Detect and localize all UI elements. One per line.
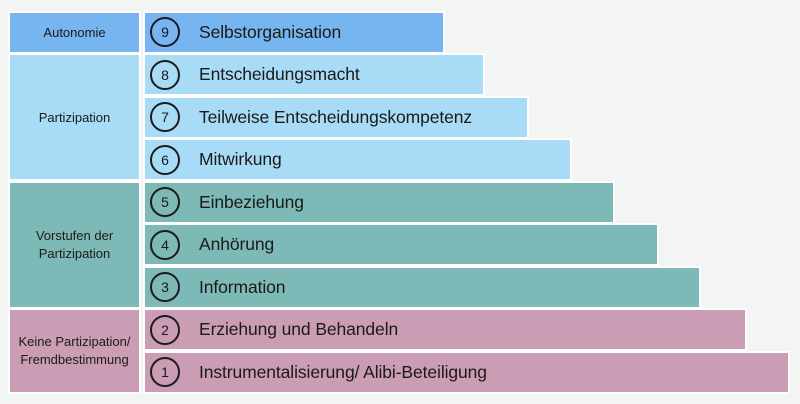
bar-label: Erziehung und Behandeln (199, 319, 399, 340)
group-label-text: Autonomie (43, 24, 106, 40)
bar-label: Einbeziehung (199, 191, 304, 212)
bar-label: Selbstorganisation (199, 21, 342, 42)
ladder-bar-level-4: 4 Anhörung (145, 225, 657, 265)
ladder-bar-level-8: 8 Entscheidungsmacht (145, 55, 483, 95)
group-label-partizipation: Partizipation (10, 55, 139, 180)
group-label-autonomie: Autonomie (10, 13, 139, 52)
bar-label: Instrumentalisierung/ Alibi-Beteiligung (199, 361, 487, 382)
level-number-circle: 5 (150, 187, 180, 218)
ladder-bar-level-9: 9 Selbstorganisation (145, 13, 443, 52)
ladder-bar-level-5: 5 Einbeziehung (145, 182, 613, 222)
group-label-text: Keine Partizipation/ Fremdbestimmung (18, 334, 131, 367)
level-number-circle: 8 (150, 59, 180, 90)
level-number-circle: 7 (150, 102, 180, 133)
level-number-circle: 4 (150, 229, 180, 260)
group-label-text: Vorstufen der Partizipation (35, 228, 114, 261)
ladder-bar-level-6: 6 Mitwirkung (145, 140, 570, 180)
ladder-bar-level-7: 7 Teilweise Entscheidungskompetenz (145, 97, 527, 137)
level-number-circle: 3 (150, 272, 180, 303)
bar-label: Mitwirkung (199, 149, 282, 170)
ladder-bar-level-1: 1 Instrumentalisierung/ Alibi-Beteiligun… (145, 352, 788, 392)
group-label-vorstufen-der-partizipation: Vorstufen der Partizipation (10, 182, 139, 307)
ladder-bar-level-2: 2 Erziehung und Behandeln (145, 310, 745, 350)
bar-label: Entscheidungsmacht (199, 64, 360, 85)
level-number-circle: 2 (150, 314, 180, 345)
level-number-circle: 1 (150, 357, 180, 388)
group-label-text: Partizipation (38, 109, 111, 125)
participation-ladder-diagram: Autonomie Partizipation Vorstufen der Pa… (10, 13, 790, 392)
level-number-circle: 6 (150, 144, 180, 175)
bar-label: Information (199, 276, 286, 297)
level-number-circle: 9 (150, 17, 180, 48)
ladder-bar-level-3: 3 Information (145, 267, 699, 307)
bar-label: Anhörung (199, 234, 275, 255)
group-label-keine-partizipation: Keine Partizipation/ Fremdbestimmung (10, 310, 139, 392)
bar-label: Teilweise Entscheidungskompetenz (199, 106, 473, 127)
